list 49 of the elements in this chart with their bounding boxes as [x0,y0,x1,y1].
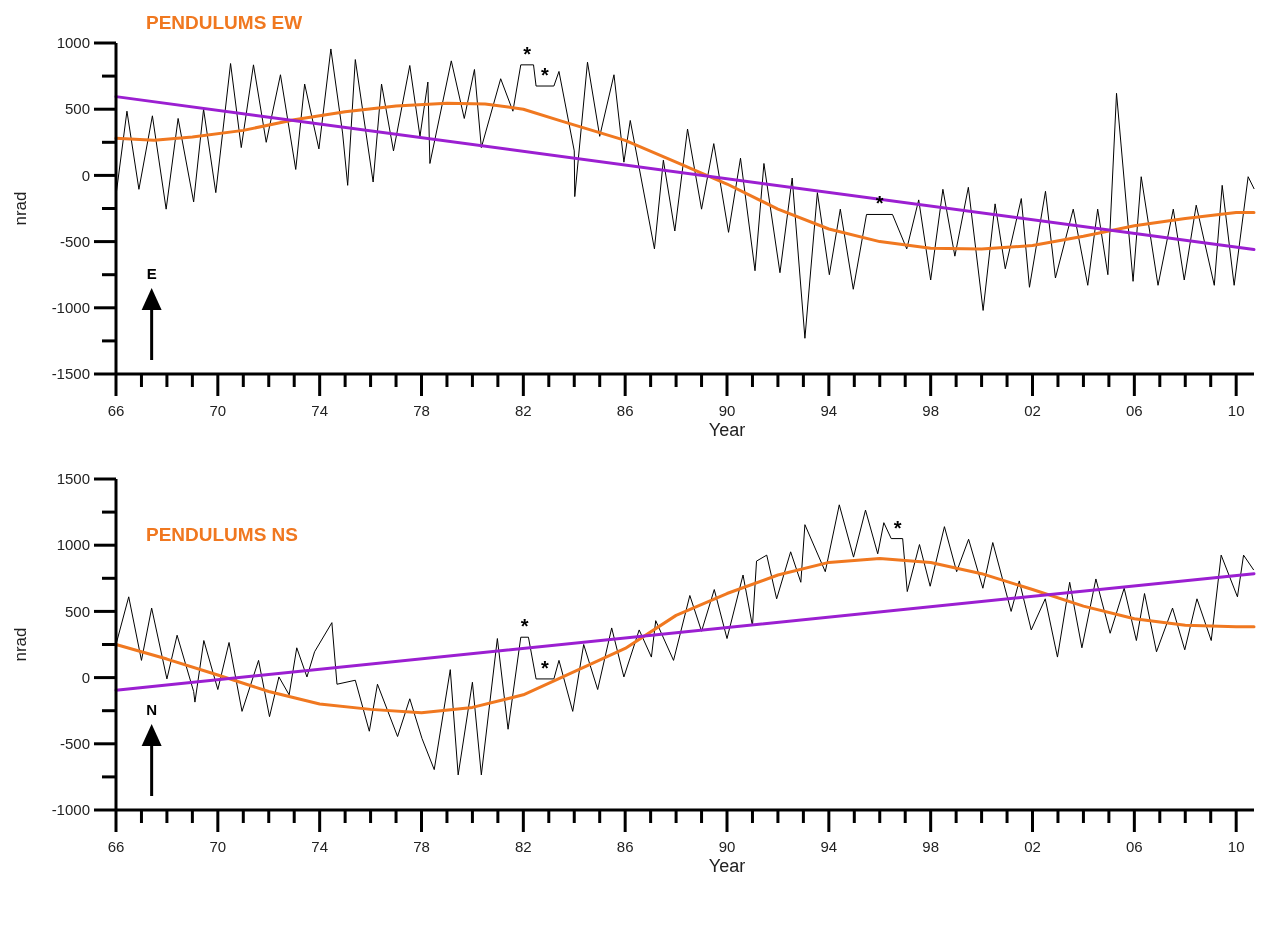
x-tick-label: 02 [1024,838,1041,855]
y-tick-label: -1500 [51,365,90,383]
x-tick-label: 70 [209,402,227,419]
annotation: * [893,516,902,539]
x-tick-label: 66 [107,838,125,855]
x-tick-label: 70 [209,838,227,855]
x-axis-title: Year [708,420,746,440]
x-tick-label: 02 [1024,402,1041,419]
x-tick-label: 86 [616,402,634,419]
x-tick-label: 90 [718,838,736,855]
y-tick-label: 500 [64,602,90,620]
x-tick-label: 06 [1126,402,1143,419]
x-tick-label: 98 [922,838,940,855]
x-tick-label: 78 [413,402,430,419]
x-tick-label: 94 [820,402,838,419]
y-tick-label: -1000 [51,299,90,317]
x-tick-label: 74 [311,402,329,419]
y-tick-label: 1500 [56,470,90,488]
text: PENDULUMS NS [146,524,299,545]
x-tick-label: 94 [820,838,838,855]
x-tick-label: 82 [514,838,532,855]
annotation: * [541,64,550,87]
y-axis-title: nrad [11,191,30,226]
y-tick-label: 0 [81,668,90,686]
annotation: * [541,656,550,679]
y-tick-label: -500 [59,735,90,753]
x-tick-label: 82 [514,402,532,419]
y-tick-label: 0 [81,166,90,184]
annotation: N [146,701,158,718]
y-tick-label: 1000 [56,34,90,52]
y-axis-title: nrad [11,627,30,662]
annotation: E [146,265,157,282]
y-tick-label: -500 [59,232,90,250]
x-tick-label: 66 [107,402,125,419]
x-tick-label: 90 [718,402,736,419]
annotation: * [520,615,529,638]
x-tick-label: 10 [1227,402,1245,419]
x-tick-label: 06 [1126,838,1143,855]
x-axis-title: Year [708,856,746,876]
annotation: * [523,42,532,65]
x-tick-label: 74 [311,838,329,855]
x-tick-label: 10 [1227,838,1245,855]
y-tick-label: 1000 [56,536,90,554]
x-tick-label: 78 [413,838,430,855]
y-tick-label: -1000 [51,801,90,819]
x-tick-label: 86 [616,838,634,855]
chart-title: PENDULUMS EW [146,12,303,33]
x-tick-label: 98 [922,402,940,419]
y-tick-label: 500 [64,100,90,118]
